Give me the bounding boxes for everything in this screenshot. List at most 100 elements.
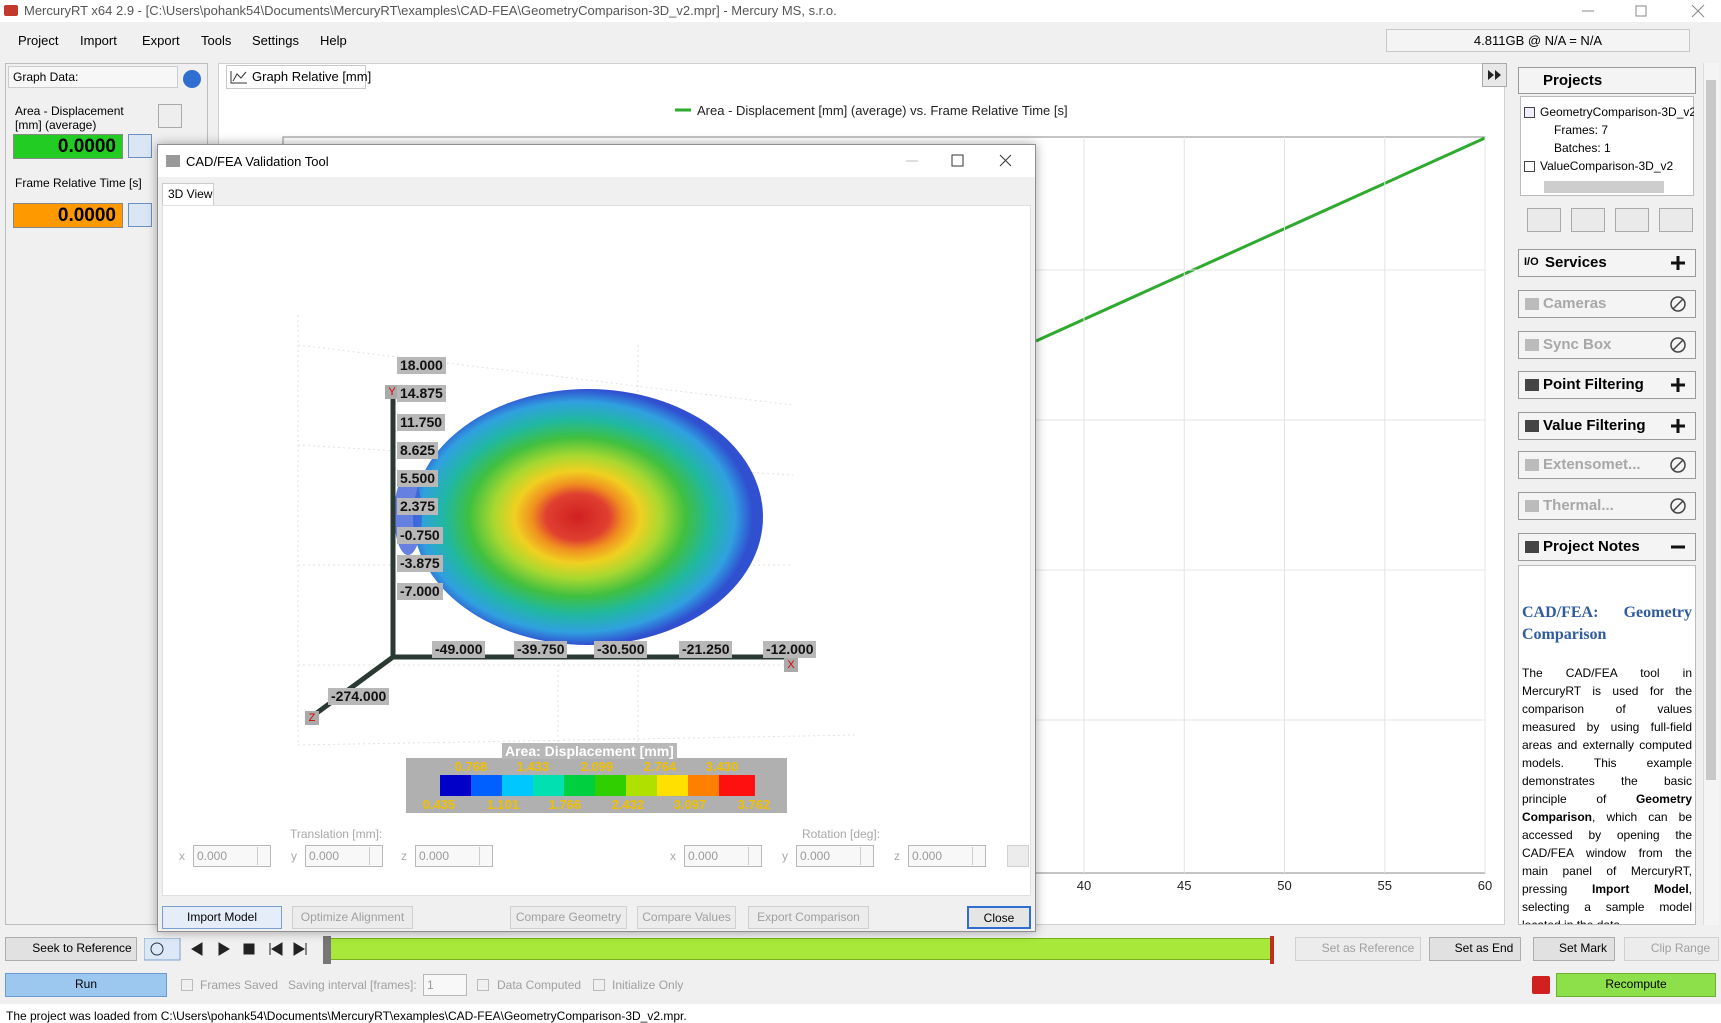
section-header[interactable]: Services: [1518, 249, 1696, 277]
spin-input[interactable]: 0.000: [415, 845, 493, 867]
view-tab[interactable]: 3D View: [162, 183, 214, 205]
checkbox[interactable]: [181, 979, 193, 991]
menu-item[interactable]: Settings: [252, 33, 299, 48]
notes-text: The CAD/FEA tool in MercuryRT is used fo…: [1522, 664, 1692, 924]
tree-checkbox[interactable]: [1524, 161, 1535, 172]
section-state-icon[interactable]: [1668, 537, 1688, 557]
projects-header[interactable]: Projects: [1518, 67, 1696, 94]
playback-controls[interactable]: [144, 938, 324, 962]
graph-tab[interactable]: Graph Relative [mm]: [226, 65, 371, 89]
tree-item[interactable]: Frames: 7: [1554, 123, 1609, 137]
axis-letter: z: [401, 849, 407, 863]
colorbar-label-top: 3.430: [705, 759, 739, 774]
section-state-icon[interactable]: [1668, 335, 1688, 355]
help-icon[interactable]: [183, 70, 201, 88]
tree-checkbox[interactable]: [1524, 107, 1535, 118]
x-axis-label: -12.000: [763, 641, 817, 658]
x-axis-label: -39.750: [514, 641, 568, 658]
tree-item[interactable]: GeometryComparison-3D_v2: [1540, 105, 1694, 119]
section-header[interactable]: Sync Box: [1518, 331, 1696, 359]
dialog-button[interactable]: Optimize Alignment: [292, 906, 413, 929]
section-header[interactable]: Point Filtering: [1518, 371, 1696, 399]
edit-button[interactable]: [158, 104, 182, 128]
spin-input[interactable]: 0.000: [305, 845, 383, 867]
lock-icon[interactable]: [1532, 976, 1550, 994]
dialog-button[interactable]: Import Model: [162, 906, 282, 929]
spin-arrows[interactable]: [479, 847, 491, 865]
state-glyph: [1672, 339, 1684, 351]
menu-item[interactable]: Project: [18, 33, 59, 48]
projects-tree: [1520, 96, 1694, 196]
project-tool-button[interactable]: [1615, 208, 1649, 232]
section-header[interactable]: Thermal...: [1518, 492, 1696, 520]
item-value: 0.0000: [13, 203, 123, 228]
interval-input[interactable]: 1: [423, 974, 467, 996]
set-end-button[interactable]: Set as End: [1429, 937, 1521, 961]
spin-input[interactable]: 0.000: [193, 845, 271, 867]
timeline[interactable]: [327, 938, 1273, 960]
legend-text: Area - Displacement [mm] (average) vs. F…: [697, 103, 1068, 118]
section-icon: I/O: [1524, 256, 1539, 268]
dialog-button[interactable]: Compare Geometry: [510, 906, 627, 929]
spin-arrows[interactable]: [972, 847, 984, 865]
colorbar-label-bottom: 1.766: [548, 797, 582, 812]
menu-item[interactable]: Import: [80, 33, 117, 48]
section-state-icon[interactable]: [1668, 416, 1688, 436]
run-button[interactable]: Run: [5, 973, 167, 997]
set-reference-button[interactable]: Set as Reference: [1295, 937, 1421, 961]
timeline-end[interactable]: [1270, 936, 1274, 964]
section-header[interactable]: Cameras: [1518, 290, 1696, 318]
recompute-button[interactable]: Recompute: [1556, 973, 1716, 997]
section-state-icon[interactable]: [1668, 253, 1688, 273]
colorbar-label-top: 2.764: [643, 759, 677, 774]
menu-item[interactable]: Tools: [201, 33, 232, 48]
section-state-icon[interactable]: [1668, 375, 1688, 395]
dialog-button[interactable]: Export Comparison: [748, 906, 869, 929]
tree-item[interactable]: ValueComparison-3D_v2: [1540, 159, 1674, 173]
project-tool-button[interactable]: [1659, 208, 1693, 232]
spin-arrows[interactable]: [748, 847, 760, 865]
apply-rotation[interactable]: [1007, 845, 1029, 867]
tree-item[interactable]: Batches: 1: [1554, 141, 1611, 155]
spin-input[interactable]: 0.000: [684, 845, 762, 867]
checkbox[interactable]: [477, 979, 489, 991]
dialog-controls[interactable]: [898, 151, 1028, 171]
y-axis-label: -0.750: [397, 526, 443, 544]
section-state-icon[interactable]: [1668, 455, 1688, 475]
section-state-icon[interactable]: [1668, 294, 1688, 314]
axes-3d: [312, 391, 791, 718]
spin-input[interactable]: 0.000: [908, 845, 986, 867]
section-header[interactable]: Extensomet...: [1518, 451, 1696, 479]
project-tool-button[interactable]: [1571, 208, 1605, 232]
menu-item[interactable]: Help: [320, 33, 347, 48]
checkbox[interactable]: [593, 979, 605, 991]
state-glyph: [1671, 419, 1685, 433]
project-tool-button[interactable]: [1527, 208, 1561, 232]
colorbar: [440, 775, 755, 796]
menu-item[interactable]: Export: [142, 33, 180, 48]
translation-label: Translation [mm]:: [290, 827, 383, 841]
dialog-button[interactable]: Compare Values: [637, 906, 736, 929]
dialog-button[interactable]: Close: [967, 906, 1031, 929]
y-axis-label: 11.750: [397, 413, 446, 431]
set-mark-button[interactable]: Set Mark: [1533, 937, 1615, 961]
section-state-icon[interactable]: [1668, 496, 1688, 516]
graph-toggle[interactable]: [128, 134, 152, 158]
spin-arrows[interactable]: [257, 847, 269, 865]
expand-button[interactable]: [1482, 63, 1507, 87]
section-header[interactable]: Value Filtering: [1518, 412, 1696, 440]
spin-arrows[interactable]: [369, 847, 381, 865]
spin-arrows[interactable]: [860, 847, 872, 865]
graph-toggle[interactable]: [128, 203, 152, 227]
timeline-start[interactable]: [323, 936, 331, 964]
seek-button[interactable]: Seek to Reference: [5, 937, 137, 961]
spin-input[interactable]: 0.000: [796, 845, 874, 867]
notes-box: [1518, 565, 1696, 925]
section-header[interactable]: Project Notes: [1518, 533, 1696, 561]
clip-range-button[interactable]: Clip Range: [1624, 937, 1719, 961]
scroll-thumb[interactable]: [1706, 80, 1716, 780]
section-icon: [1525, 500, 1539, 512]
dialog-title: CAD/FEA Validation Tool: [186, 154, 329, 169]
window-controls[interactable]: [1570, 0, 1721, 22]
y-axis-label: 5.500: [397, 470, 439, 487]
